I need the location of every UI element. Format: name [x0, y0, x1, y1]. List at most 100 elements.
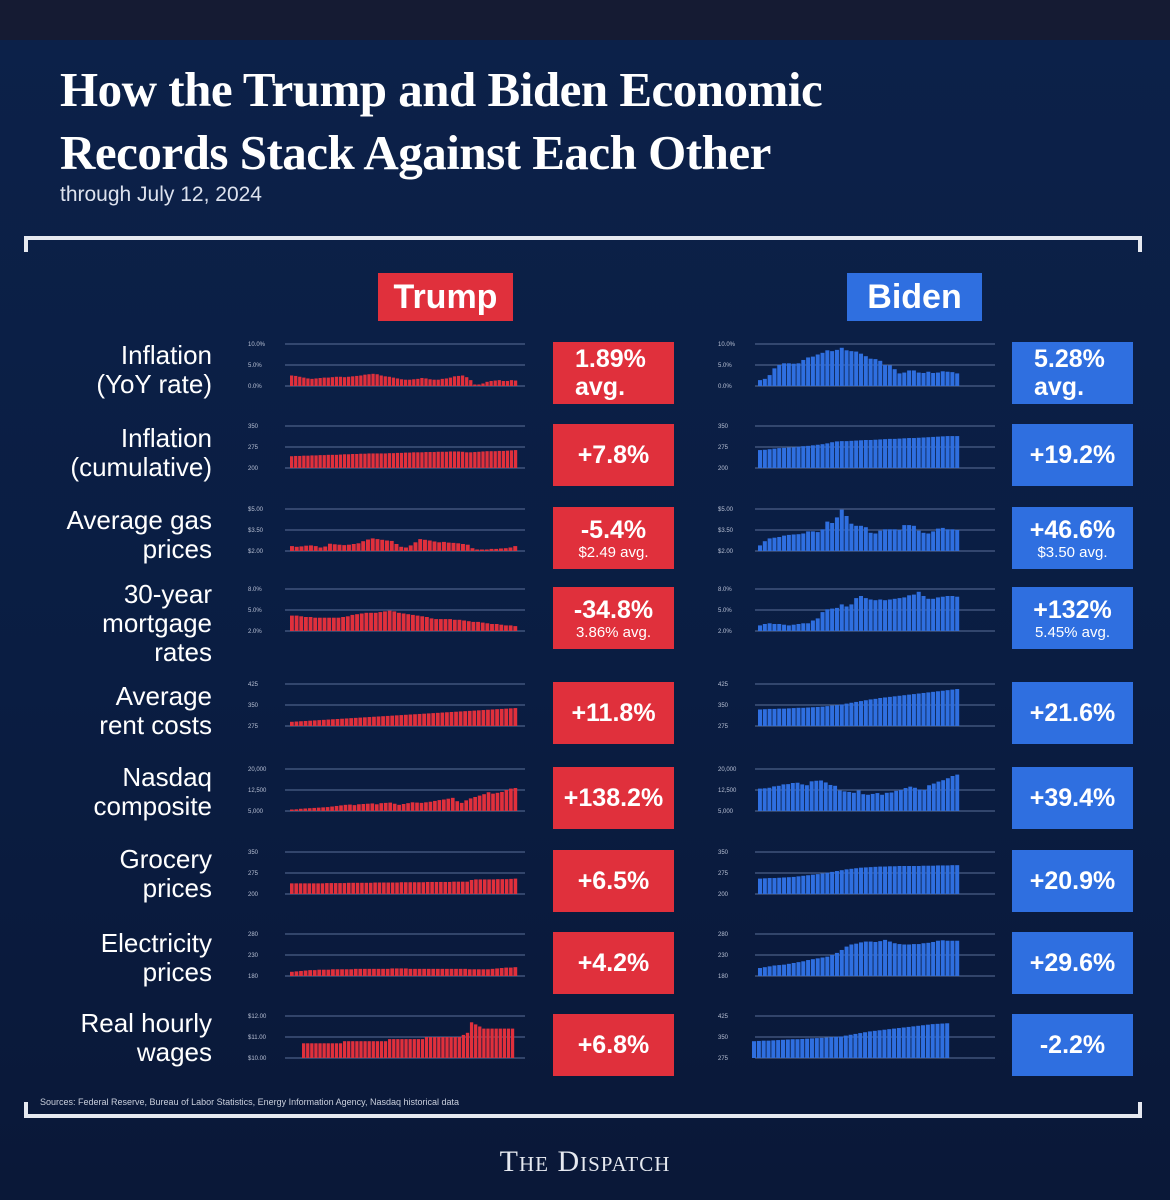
- y-tick-label: $10.00: [248, 1056, 267, 1062]
- y-tick-label: $5.00: [718, 507, 734, 513]
- bar: [758, 545, 763, 551]
- bar: [383, 453, 387, 468]
- y-tick-label: 10.0%: [248, 342, 266, 348]
- y-tick-label: 200: [718, 892, 729, 898]
- bar: [367, 374, 371, 386]
- bar: [473, 797, 477, 811]
- bar: [355, 454, 359, 468]
- bar: [907, 944, 912, 976]
- bar: [887, 599, 892, 631]
- bar: [839, 870, 844, 894]
- trump-chart-6: 200 275 350: [240, 848, 530, 902]
- biden-chart-0: 0.0% 5.0% 10.0%: [710, 340, 1000, 394]
- bar: [955, 373, 960, 386]
- bar: [875, 793, 880, 811]
- bar: [859, 867, 864, 894]
- bar: [303, 808, 308, 811]
- bar: [465, 881, 469, 894]
- bar: [440, 378, 444, 386]
- bar: [379, 375, 383, 386]
- bar: [499, 624, 504, 631]
- bar: [814, 1038, 819, 1058]
- bar: [379, 803, 384, 811]
- bar: [417, 968, 422, 976]
- bar: [342, 454, 347, 468]
- bar: [448, 619, 453, 631]
- bar: [868, 440, 873, 468]
- bar: [809, 781, 814, 811]
- bar: [955, 436, 960, 468]
- bar: [445, 968, 449, 976]
- bar: [782, 877, 787, 894]
- bar: [330, 806, 334, 811]
- bar: [796, 624, 801, 631]
- bar: [404, 968, 408, 976]
- bar: [945, 865, 950, 894]
- bar: [916, 437, 921, 468]
- bar: [849, 702, 854, 726]
- bar: [863, 1032, 868, 1058]
- bar: [404, 547, 408, 551]
- row-label-line: Inflation: [120, 423, 212, 453]
- bar: [294, 721, 299, 726]
- bar: [926, 371, 931, 386]
- bar: [491, 879, 496, 894]
- bar: [504, 790, 509, 811]
- bar: [493, 451, 497, 468]
- bar: [497, 380, 501, 386]
- bar: [772, 708, 777, 726]
- row-label-line: composite: [93, 791, 213, 821]
- bar: [868, 941, 873, 976]
- bar: [376, 968, 381, 976]
- bar: [772, 537, 777, 551]
- bar: [290, 809, 294, 811]
- bar: [418, 539, 423, 551]
- bar: [858, 1033, 863, 1058]
- bar: [502, 1028, 507, 1058]
- stat-value: +6.5%: [577, 867, 650, 895]
- bar: [945, 690, 950, 726]
- bar: [936, 781, 941, 811]
- bar: [941, 780, 946, 811]
- bar: [926, 598, 931, 631]
- bar: [950, 436, 955, 468]
- bar: [452, 451, 457, 468]
- bar: [359, 375, 363, 386]
- bar: [849, 604, 854, 631]
- bar: [916, 693, 921, 726]
- bar: [377, 882, 382, 894]
- bar: [508, 708, 513, 726]
- bar: [435, 968, 440, 976]
- bar: [823, 782, 828, 811]
- bar: [368, 882, 373, 894]
- bar: [940, 690, 945, 726]
- bar: [421, 882, 426, 894]
- bar: [887, 941, 892, 976]
- bar: [916, 944, 921, 976]
- bar: [796, 363, 801, 386]
- bar: [490, 709, 495, 726]
- y-tick-label: 2.0%: [248, 629, 262, 635]
- bar: [786, 708, 791, 726]
- bar: [834, 349, 839, 386]
- bar: [334, 454, 339, 468]
- bar: [897, 438, 902, 468]
- bar: [465, 452, 469, 468]
- bar: [313, 617, 318, 631]
- bar: [401, 804, 406, 811]
- trump-chart-7-svg: 180 230 280: [248, 932, 525, 980]
- bar: [472, 710, 477, 726]
- bar: [500, 879, 505, 894]
- bar: [911, 944, 916, 976]
- bar: [465, 377, 469, 386]
- biden-chart-3: 2.0% 5.0% 8.0%: [710, 585, 1000, 639]
- bar: [476, 969, 481, 976]
- biden-chart-5-svg: 5,000 12,500 20,000: [718, 767, 995, 815]
- bar: [404, 379, 408, 386]
- bar: [921, 1025, 926, 1058]
- bar: [786, 534, 791, 551]
- bar: [394, 544, 399, 551]
- bar: [815, 958, 820, 976]
- bar: [911, 1026, 916, 1058]
- bar: [364, 882, 369, 894]
